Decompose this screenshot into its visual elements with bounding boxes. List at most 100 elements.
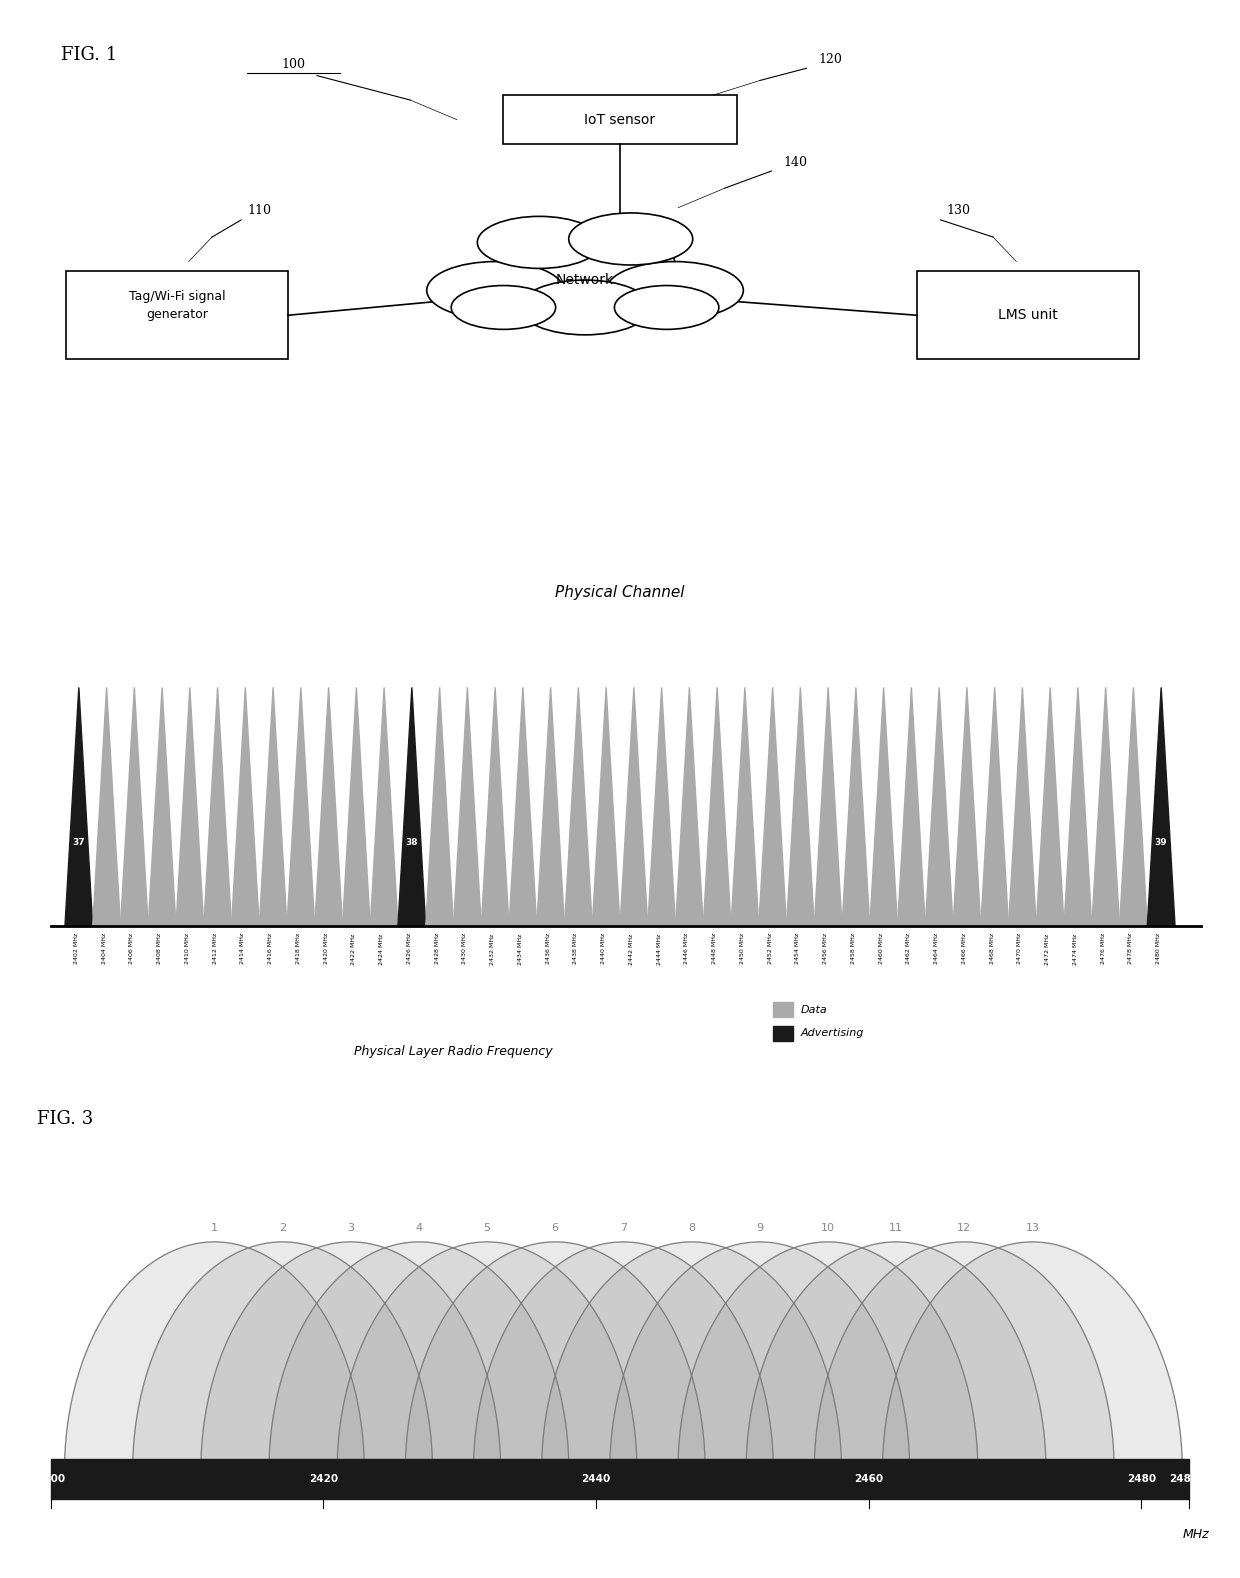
- Text: 2420 MHz: 2420 MHz: [324, 933, 329, 964]
- Text: 2426 MHz: 2426 MHz: [407, 933, 412, 964]
- Polygon shape: [1147, 688, 1176, 926]
- Text: 2406 MHz: 2406 MHz: [129, 933, 134, 964]
- Text: 5: 5: [484, 1223, 491, 1232]
- Polygon shape: [474, 1242, 774, 1471]
- Polygon shape: [201, 1242, 501, 1471]
- Text: 2454 MHz: 2454 MHz: [795, 933, 800, 964]
- Text: 2430 MHz: 2430 MHz: [463, 933, 467, 964]
- Text: 2434 MHz: 2434 MHz: [518, 933, 523, 964]
- Bar: [918, 271, 1138, 360]
- Polygon shape: [371, 688, 398, 926]
- Text: 2478 MHz: 2478 MHz: [1128, 933, 1133, 964]
- Circle shape: [614, 286, 719, 330]
- Polygon shape: [954, 688, 981, 926]
- Text: 2422 MHz: 2422 MHz: [351, 933, 356, 964]
- Text: 2440 MHz: 2440 MHz: [601, 933, 606, 964]
- Text: 13: 13: [1025, 1223, 1039, 1232]
- Polygon shape: [93, 688, 120, 926]
- Circle shape: [427, 262, 564, 319]
- Polygon shape: [815, 1242, 1115, 1471]
- Polygon shape: [746, 1242, 1047, 1471]
- Polygon shape: [149, 688, 176, 926]
- Polygon shape: [564, 688, 593, 926]
- Text: 2470 MHz: 2470 MHz: [1017, 933, 1023, 964]
- Text: 2438 MHz: 2438 MHz: [573, 933, 578, 964]
- Polygon shape: [425, 688, 454, 926]
- Polygon shape: [620, 688, 647, 926]
- Text: 2420: 2420: [309, 1474, 339, 1485]
- Polygon shape: [337, 1242, 637, 1471]
- Text: 2432 MHz: 2432 MHz: [490, 933, 495, 964]
- Circle shape: [477, 216, 601, 268]
- Text: 6: 6: [552, 1223, 559, 1232]
- Text: 10: 10: [821, 1223, 835, 1232]
- Text: 2456 MHz: 2456 MHz: [823, 933, 828, 964]
- Text: 2476 MHz: 2476 MHz: [1101, 933, 1106, 964]
- Text: 2404 MHz: 2404 MHz: [102, 933, 107, 964]
- Polygon shape: [786, 688, 815, 926]
- Bar: [66, 271, 288, 360]
- Text: FIG. 1: FIG. 1: [61, 46, 117, 65]
- Text: 2442 MHz: 2442 MHz: [629, 933, 634, 964]
- Text: 2418 MHz: 2418 MHz: [296, 933, 301, 964]
- Text: 2408 MHz: 2408 MHz: [157, 933, 162, 964]
- Text: 2464 MHz: 2464 MHz: [934, 933, 939, 964]
- Polygon shape: [64, 1242, 365, 1471]
- Polygon shape: [398, 688, 425, 926]
- Text: 2440: 2440: [582, 1474, 611, 1485]
- Text: 8: 8: [688, 1223, 696, 1232]
- Bar: [773, 1002, 794, 1016]
- Polygon shape: [703, 688, 732, 926]
- Polygon shape: [203, 688, 232, 926]
- Polygon shape: [1120, 688, 1147, 926]
- Polygon shape: [342, 688, 371, 926]
- Circle shape: [606, 262, 743, 319]
- Circle shape: [569, 213, 693, 265]
- Polygon shape: [64, 688, 93, 926]
- Text: 2452 MHz: 2452 MHz: [768, 933, 773, 964]
- Text: 100: 100: [281, 58, 305, 71]
- Polygon shape: [925, 688, 954, 926]
- Text: 39: 39: [1154, 838, 1168, 847]
- Polygon shape: [537, 688, 564, 926]
- Polygon shape: [405, 1242, 706, 1471]
- Text: 2450 MHz: 2450 MHz: [740, 933, 745, 964]
- Text: 2436 MHz: 2436 MHz: [546, 933, 551, 964]
- Text: 2460 MHz: 2460 MHz: [879, 933, 884, 964]
- Text: 4: 4: [415, 1223, 423, 1232]
- Text: 2458 MHz: 2458 MHz: [851, 933, 856, 964]
- Text: 12: 12: [957, 1223, 971, 1232]
- Text: 37: 37: [72, 838, 86, 847]
- Text: Advertising: Advertising: [800, 1029, 864, 1038]
- Text: 130: 130: [946, 205, 971, 218]
- Text: Tag/Wi-Fi signal
generator: Tag/Wi-Fi signal generator: [129, 290, 226, 320]
- Text: 2460: 2460: [854, 1474, 883, 1485]
- Polygon shape: [981, 688, 1008, 926]
- Polygon shape: [1064, 688, 1091, 926]
- Text: 2: 2: [279, 1223, 286, 1232]
- Text: 7: 7: [620, 1223, 627, 1232]
- Polygon shape: [542, 1242, 842, 1471]
- Polygon shape: [869, 688, 898, 926]
- Text: 2444 MHz: 2444 MHz: [657, 933, 662, 964]
- Polygon shape: [286, 688, 315, 926]
- Text: 2414 MHz: 2414 MHz: [241, 933, 246, 964]
- Text: Physical Layer Radio Frequency: Physical Layer Radio Frequency: [355, 1045, 553, 1059]
- Text: 9: 9: [756, 1223, 764, 1232]
- Text: Data: Data: [800, 1005, 827, 1015]
- Text: IoT sensor: IoT sensor: [584, 112, 656, 126]
- Text: 2446 MHz: 2446 MHz: [684, 933, 689, 964]
- Polygon shape: [815, 688, 842, 926]
- Text: 2480: 2480: [1127, 1474, 1156, 1485]
- Text: 2474 MHz: 2474 MHz: [1073, 933, 1078, 964]
- Polygon shape: [898, 688, 925, 926]
- Text: 110: 110: [247, 205, 272, 218]
- Polygon shape: [269, 1242, 569, 1471]
- Text: 2472 MHz: 2472 MHz: [1045, 933, 1050, 964]
- Polygon shape: [593, 688, 620, 926]
- Polygon shape: [232, 688, 259, 926]
- Polygon shape: [120, 688, 149, 926]
- Text: 11: 11: [889, 1223, 903, 1232]
- Text: 2466 MHz: 2466 MHz: [962, 933, 967, 964]
- Circle shape: [520, 279, 650, 335]
